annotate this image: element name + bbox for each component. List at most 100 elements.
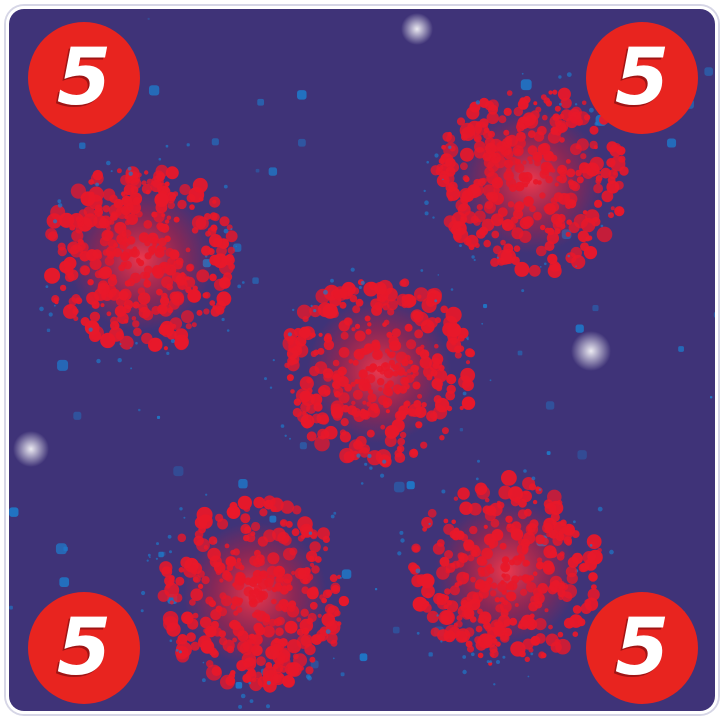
red-dot — [373, 281, 387, 295]
dot-cluster — [264, 267, 492, 485]
red-dot — [587, 588, 600, 601]
red-dot — [470, 576, 476, 583]
red-dot — [484, 200, 494, 210]
red-dot — [600, 167, 612, 179]
red-dot — [521, 574, 530, 583]
red-dot — [558, 526, 573, 541]
red-dot — [300, 402, 311, 413]
red-dot — [204, 213, 211, 220]
red-dot — [165, 166, 179, 180]
sparkle — [471, 255, 475, 259]
red-dot — [572, 631, 579, 637]
game-card[interactable]: 5 5 5 5 — [6, 6, 718, 714]
red-dot — [432, 542, 445, 555]
red-dot — [520, 588, 528, 596]
red-dot — [338, 347, 350, 358]
red-dot — [135, 210, 143, 218]
red-dot — [306, 377, 312, 384]
red-dot — [196, 309, 203, 316]
sparkle — [135, 341, 138, 345]
red-dot — [87, 279, 94, 286]
speckle — [252, 277, 259, 284]
sparkle — [325, 629, 331, 634]
speckle — [186, 143, 190, 147]
red-dot — [220, 674, 235, 690]
red-dot — [88, 329, 102, 342]
red-dot — [303, 628, 310, 635]
red-dot — [283, 547, 296, 561]
red-dot — [90, 172, 104, 186]
speckle — [233, 243, 242, 252]
speckle — [138, 408, 141, 412]
red-dot — [387, 308, 395, 316]
red-dot — [311, 413, 322, 424]
red-dot — [402, 377, 409, 385]
red-dot — [438, 158, 445, 165]
red-dot — [490, 213, 504, 227]
red-dot — [57, 242, 66, 251]
sparkle — [241, 281, 245, 284]
speckle — [392, 626, 400, 634]
red-dot — [209, 234, 223, 248]
red-dot — [354, 378, 360, 385]
red-dot — [412, 545, 420, 553]
red-dot — [332, 380, 341, 390]
sparkle — [202, 661, 205, 664]
red-dot — [557, 87, 571, 101]
red-dot — [486, 111, 499, 125]
red-dot — [544, 227, 551, 234]
red-dot — [431, 353, 444, 365]
red-dot — [275, 603, 283, 612]
corner-value-top-left: 5 — [28, 22, 140, 134]
red-dot — [293, 398, 302, 406]
red-dot — [121, 195, 133, 207]
sparkle — [170, 339, 175, 343]
red-dot — [119, 335, 134, 350]
red-dot — [168, 579, 173, 585]
red-dot — [242, 673, 252, 683]
red-dot — [552, 89, 558, 95]
red-dot — [404, 323, 413, 332]
red-dot — [550, 154, 558, 162]
sparkle — [147, 553, 151, 557]
red-dot — [218, 607, 228, 617]
red-dot — [226, 507, 236, 517]
red-dot — [439, 556, 450, 567]
red-dot — [269, 497, 284, 513]
red-dot — [370, 403, 379, 412]
red-dot — [388, 335, 399, 347]
red-dot — [282, 573, 293, 584]
red-dot — [490, 157, 497, 163]
red-dot — [89, 311, 101, 322]
red-dot — [522, 216, 534, 228]
red-dot — [467, 554, 475, 562]
red-dot — [557, 213, 566, 223]
red-dot — [298, 568, 305, 576]
speckle — [235, 682, 243, 689]
red-dot — [420, 573, 435, 589]
corner-value-top-right: 5 — [586, 22, 698, 134]
red-dot — [262, 613, 271, 622]
red-dot — [254, 575, 263, 584]
red-dot — [317, 527, 330, 540]
speckle — [297, 90, 307, 100]
red-dot — [466, 645, 475, 653]
red-dot — [528, 601, 539, 612]
sparkle — [600, 224, 604, 228]
red-dot — [514, 603, 519, 607]
sparkle — [237, 284, 242, 289]
red-dot — [234, 561, 243, 569]
sparkle — [128, 171, 133, 176]
red-dot — [202, 292, 209, 299]
red-dot — [213, 253, 228, 269]
red-dot — [297, 411, 309, 423]
red-dot — [540, 224, 546, 231]
sparkle — [323, 289, 328, 295]
red-dot — [314, 361, 328, 374]
red-dot — [164, 219, 170, 224]
sparkle — [221, 317, 225, 322]
red-dot — [517, 128, 522, 133]
red-dot — [166, 215, 172, 220]
red-dot — [69, 244, 84, 258]
red-dot — [75, 226, 83, 234]
